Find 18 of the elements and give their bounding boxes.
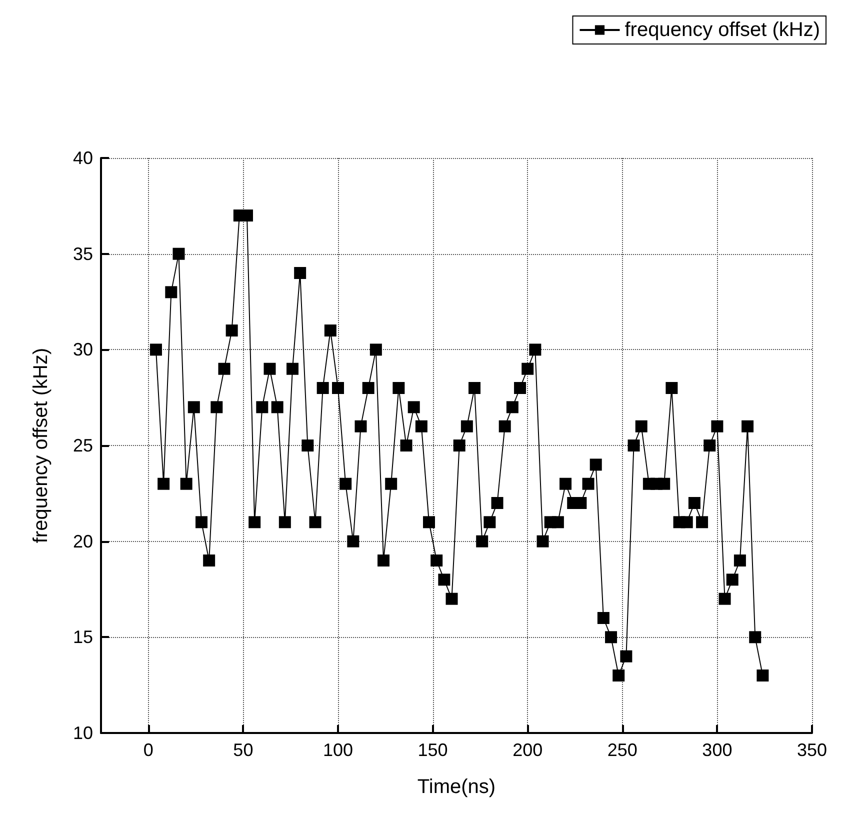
x-tick-label: 50 (233, 740, 254, 760)
legend-label: frequency offset (kHz) (624, 19, 820, 41)
x-axis-title: Time(ns) (417, 776, 496, 798)
x-tick-label: 200 (512, 740, 543, 760)
x-tick-label: 350 (796, 740, 828, 760)
y-tick-label: 15 (72, 627, 93, 648)
x-tick-label: 250 (607, 740, 638, 760)
x-tick-label: 300 (702, 740, 732, 760)
x-tick-label: 150 (418, 740, 448, 760)
y-tick-label: 20 (72, 531, 93, 552)
y-tick-label: 40 (72, 148, 93, 168)
y-axis-title: frequency offset (kHz) (30, 348, 52, 544)
y-tick-label: 25 (72, 436, 93, 456)
y-tick-label: 10 (72, 723, 93, 743)
y-tick-label: 35 (72, 244, 93, 264)
y-tick-label: 30 (72, 340, 93, 360)
x-tick-label: 0 (143, 740, 154, 760)
x-tick-label: 100 (322, 740, 354, 760)
